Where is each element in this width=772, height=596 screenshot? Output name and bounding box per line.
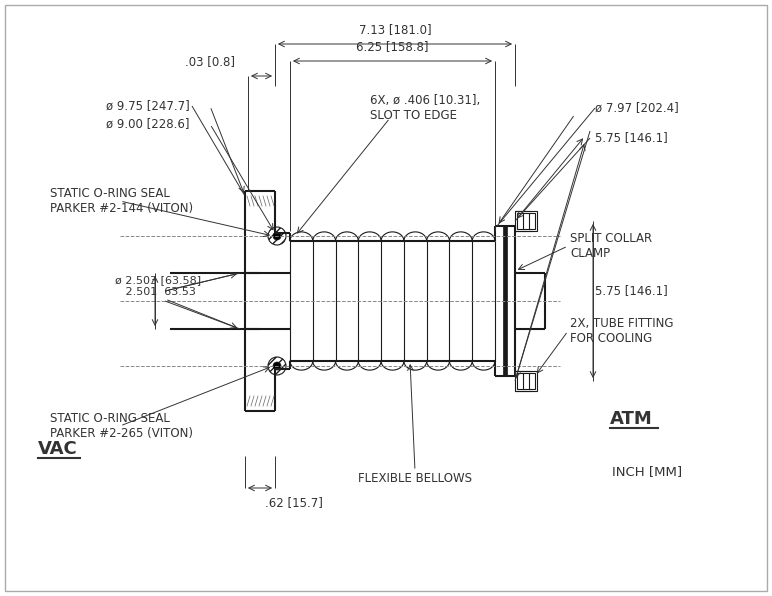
Circle shape	[268, 227, 286, 245]
Text: INCH [MM]: INCH [MM]	[612, 465, 682, 478]
Text: STATIC O-RING SEAL
PARKER #2-265 (VITON): STATIC O-RING SEAL PARKER #2-265 (VITON)	[50, 412, 193, 440]
Circle shape	[273, 362, 281, 370]
Text: .62 [15.7]: .62 [15.7]	[265, 496, 323, 509]
Text: SPLIT COLLAR
CLAMP: SPLIT COLLAR CLAMP	[570, 232, 652, 260]
Bar	[517, 213, 535, 229]
Text: ø 9.75 [247.7]: ø 9.75 [247.7]	[107, 100, 190, 113]
Text: VAC: VAC	[38, 440, 78, 458]
Text: STATIC O-RING SEAL
PARKER #2-144 (VITON): STATIC O-RING SEAL PARKER #2-144 (VITON)	[50, 187, 193, 215]
Text: 2X, TUBE FITTING
FOR COOLING: 2X, TUBE FITTING FOR COOLING	[570, 317, 673, 345]
Text: 5.75 [146.1]: 5.75 [146.1]	[595, 284, 668, 297]
Bar	[515, 211, 537, 231]
Text: 6.25 [158.8]: 6.25 [158.8]	[356, 40, 428, 53]
Bar	[503, 226, 507, 376]
Bar	[517, 373, 535, 389]
Text: ø 7.97 [202.4]: ø 7.97 [202.4]	[595, 101, 679, 114]
Bar	[520, 214, 532, 228]
Text: 7.13 [181.0]: 7.13 [181.0]	[359, 23, 432, 36]
Text: ø 2.503 [63.58]
   2.501  63.53: ø 2.503 [63.58] 2.501 63.53	[115, 275, 201, 297]
Text: 5.75 [146.1]: 5.75 [146.1]	[595, 132, 668, 144]
Circle shape	[268, 357, 286, 375]
Bar	[520, 374, 532, 388]
Circle shape	[273, 232, 281, 240]
Text: .03 [0.8]: .03 [0.8]	[185, 55, 235, 68]
Text: ø 9.00 [228.6]: ø 9.00 [228.6]	[107, 117, 190, 131]
Text: ATM: ATM	[610, 410, 653, 428]
Text: FLEXIBLE BELLOWS: FLEXIBLE BELLOWS	[358, 471, 472, 485]
Text: 6X, ø .406 [10.31],
SLOT TO EDGE: 6X, ø .406 [10.31], SLOT TO EDGE	[370, 94, 480, 122]
Bar	[515, 371, 537, 391]
